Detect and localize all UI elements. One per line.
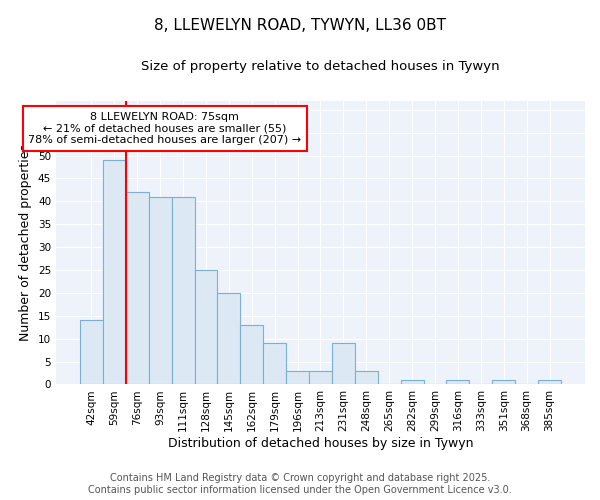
Bar <box>446 380 469 384</box>
Bar <box>286 370 309 384</box>
Bar <box>263 343 286 384</box>
Text: 8, LLEWELYN ROAD, TYWYN, LL36 0BT: 8, LLEWELYN ROAD, TYWYN, LL36 0BT <box>154 18 446 32</box>
Y-axis label: Number of detached properties: Number of detached properties <box>19 144 32 341</box>
X-axis label: Distribution of detached houses by size in Tywyn: Distribution of detached houses by size … <box>168 437 473 450</box>
Bar <box>103 160 126 384</box>
Title: Size of property relative to detached houses in Tywyn: Size of property relative to detached ho… <box>141 60 500 73</box>
Bar <box>538 380 561 384</box>
Bar <box>492 380 515 384</box>
Bar <box>401 380 424 384</box>
Bar <box>126 192 149 384</box>
Bar <box>309 370 332 384</box>
Bar <box>355 370 378 384</box>
Bar <box>332 343 355 384</box>
Bar <box>172 196 194 384</box>
Text: Contains HM Land Registry data © Crown copyright and database right 2025.
Contai: Contains HM Land Registry data © Crown c… <box>88 474 512 495</box>
Bar <box>241 325 263 384</box>
Bar <box>80 320 103 384</box>
Bar <box>149 196 172 384</box>
Text: 8 LLEWELYN ROAD: 75sqm
← 21% of detached houses are smaller (55)
78% of semi-det: 8 LLEWELYN ROAD: 75sqm ← 21% of detached… <box>28 112 301 145</box>
Bar <box>217 293 241 384</box>
Bar <box>194 270 217 384</box>
